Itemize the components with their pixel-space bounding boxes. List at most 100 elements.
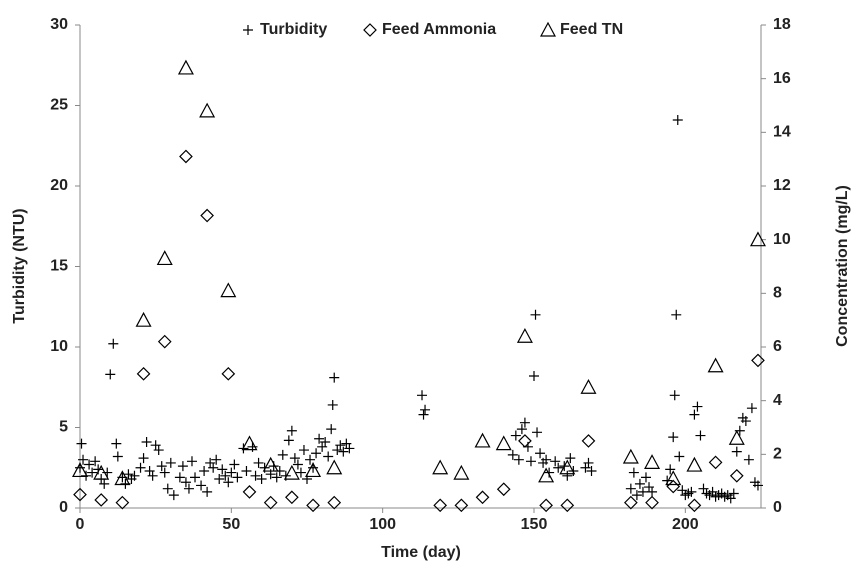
point [196, 480, 207, 491]
point [751, 353, 765, 368]
y2-tick-label: 12 [773, 177, 791, 194]
point [454, 498, 469, 513]
y2-tick-label: 4 [773, 392, 782, 409]
point [179, 149, 193, 164]
point [686, 486, 697, 497]
legend-label: Turbidity [260, 21, 327, 38]
point [177, 461, 188, 472]
y-tick-label: 5 [59, 419, 68, 436]
point [286, 425, 297, 436]
point [326, 424, 337, 435]
point [418, 409, 429, 420]
point [241, 465, 252, 476]
point [550, 456, 561, 467]
point [475, 490, 490, 505]
point [162, 483, 173, 494]
point [84, 459, 95, 470]
point [532, 427, 543, 438]
point [507, 449, 518, 460]
point [208, 462, 219, 473]
point [93, 464, 110, 480]
point [729, 468, 744, 483]
point [510, 430, 521, 441]
point [538, 467, 555, 483]
point [329, 372, 340, 383]
point [99, 478, 110, 489]
point [199, 465, 210, 476]
y2-tick-label: 8 [773, 285, 782, 302]
point [295, 467, 306, 478]
point [174, 472, 185, 483]
point [305, 462, 322, 478]
point [323, 451, 334, 462]
point [242, 485, 257, 499]
point [136, 366, 151, 381]
y2-tick-label: 18 [773, 16, 791, 33]
legend-label: Feed TN [560, 21, 623, 38]
point [283, 435, 294, 446]
point [292, 459, 303, 470]
y-tick-label: 10 [50, 338, 68, 355]
point [559, 459, 576, 475]
point [327, 495, 342, 510]
x-tick-label: 100 [369, 516, 396, 533]
point [314, 433, 325, 444]
point [530, 309, 541, 320]
point [535, 448, 546, 459]
point [674, 451, 685, 462]
point [708, 455, 723, 470]
point [217, 464, 228, 475]
x-tick-label: 0 [76, 516, 85, 533]
point [580, 378, 597, 394]
y2-tick-label: 10 [773, 231, 791, 248]
legend-marker [363, 23, 377, 37]
legend-marker [539, 21, 557, 37]
point [665, 470, 682, 486]
point [553, 462, 564, 473]
point [199, 102, 216, 118]
point [90, 456, 101, 467]
point [71, 462, 89, 478]
point [689, 409, 700, 420]
point [671, 309, 682, 320]
point [214, 474, 225, 485]
y2-tick-label: 16 [773, 70, 791, 87]
point [541, 454, 552, 465]
point [432, 459, 449, 475]
point [283, 464, 300, 480]
point [746, 403, 757, 414]
point [474, 432, 491, 448]
point [190, 472, 201, 483]
point [112, 451, 123, 462]
point [168, 490, 179, 501]
point [586, 465, 597, 476]
point [687, 498, 702, 513]
point [165, 457, 176, 468]
point [277, 449, 288, 460]
point [306, 498, 320, 513]
point [519, 417, 530, 428]
y-tick-label: 30 [50, 16, 68, 33]
point [232, 472, 243, 483]
point [305, 454, 316, 465]
point [114, 470, 131, 486]
point [186, 456, 197, 467]
point [105, 369, 116, 380]
point [177, 59, 194, 75]
point [326, 459, 343, 475]
point [622, 448, 639, 464]
y2-axis-label: Concentration (mg/L) [834, 185, 851, 347]
point [159, 467, 170, 478]
point [102, 467, 113, 478]
point [516, 328, 533, 343]
point [180, 477, 191, 488]
point [728, 488, 739, 499]
point [241, 435, 258, 451]
point [94, 493, 109, 507]
point [707, 357, 724, 373]
point [76, 438, 87, 449]
point [496, 482, 511, 497]
point [645, 495, 659, 510]
legend-label: Feed Ammonia [382, 21, 496, 38]
x-tick-label: 200 [672, 516, 699, 533]
